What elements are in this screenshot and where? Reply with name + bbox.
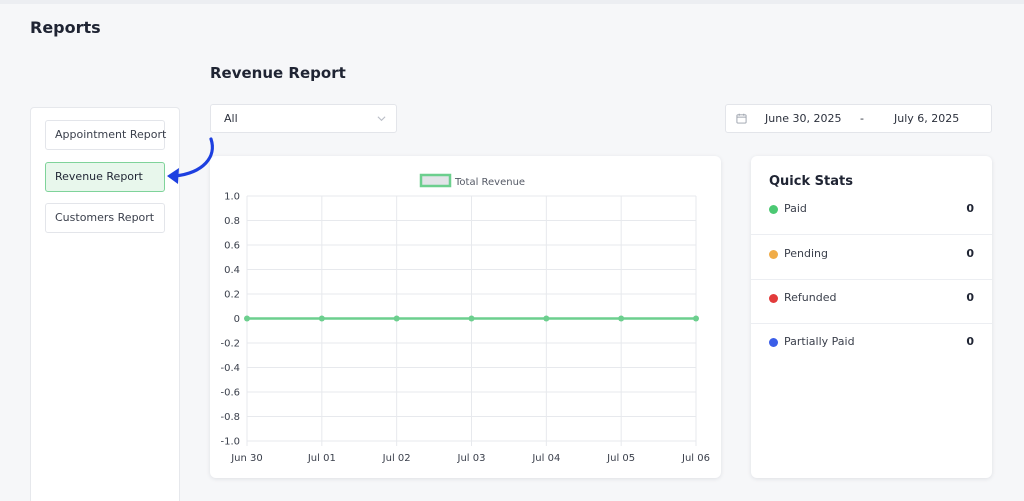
y-tick-label: -0.4: [220, 363, 240, 374]
sidebar-item-label: Revenue Report: [55, 170, 143, 183]
data-point: [318, 315, 325, 322]
quick-stats-card: Quick Stats Paid 0 Pending 0 Refunded 0 …: [751, 156, 992, 478]
legend-label: Total Revenue: [454, 177, 525, 188]
status-select[interactable]: All: [210, 104, 397, 133]
stat-value: 0: [966, 335, 974, 348]
data-point: [543, 315, 550, 322]
stat-row-refunded: Refunded 0: [751, 280, 992, 324]
pending-dot-icon: [769, 250, 778, 259]
sidebar-item-label: Appointment Report: [55, 128, 167, 141]
y-tick-label: 0.4: [224, 265, 240, 276]
y-tick-label: 0.2: [224, 290, 240, 301]
x-tick-label: Jun 30: [230, 453, 263, 464]
sidebar-item-revenue-report[interactable]: Revenue Report: [45, 162, 165, 192]
data-point: [693, 315, 699, 322]
sidebar-item-label: Customers Report: [55, 211, 155, 224]
stat-label: Pending: [784, 247, 828, 260]
quick-stats-title: Quick Stats: [769, 174, 853, 189]
y-tick-label: 0: [234, 314, 240, 325]
y-tick-label: 0.6: [224, 241, 240, 252]
sidebar-item-appointment-report[interactable]: Appointment Report: [45, 120, 167, 150]
stat-value: 0: [966, 291, 974, 304]
partially-paid-dot-icon: [769, 338, 778, 347]
revenue-chart-card: 1.0 0.8 0.6 0.4 0.2 0 -0.2 -0.4 -0.6 -0.8 -1.0 Jun …: [210, 156, 721, 478]
data-point: [618, 315, 625, 322]
x-tick-label: Jul 05: [606, 453, 635, 464]
date-range-picker[interactable]: June 30, 2025 - July 6, 2025: [725, 104, 992, 133]
stat-row-pending: Pending 0: [751, 236, 992, 280]
x-tick-label: Jul 02: [382, 453, 411, 464]
y-tick-label: 0.8: [224, 216, 240, 227]
y-tick-label: 1.0: [224, 192, 240, 203]
stat-row-partially-paid: Partially Paid 0: [751, 324, 992, 368]
paid-dot-icon: [769, 205, 778, 214]
legend-swatch: [419, 173, 452, 188]
pointer-arrow-icon: [167, 137, 214, 184]
x-tick-label: Jul 01: [307, 453, 336, 464]
end-date[interactable]: July 6, 2025: [894, 112, 960, 125]
y-tick-label: -0.8: [220, 412, 240, 423]
date-separator: -: [860, 112, 864, 125]
stat-label: Refunded: [784, 291, 837, 304]
revenue-line-chart: 1.0 0.8 0.6 0.4 0.2 0 -0.2 -0.4 -0.6 -0.8 -1.0 Jun …: [220, 173, 710, 464]
report-sidebar: Appointment Report Revenue Report Custom…: [30, 107, 180, 501]
y-tick-label: -0.2: [220, 339, 240, 350]
refunded-dot-icon: [769, 294, 778, 303]
section-title: Revenue Report: [210, 64, 346, 82]
stat-value: 0: [966, 247, 974, 260]
page-title: Reports: [30, 18, 101, 37]
x-tick-label: Jul 04: [531, 453, 560, 464]
sidebar-item-customers-report[interactable]: Customers Report: [45, 203, 165, 233]
stat-label: Partially Paid: [784, 335, 855, 348]
x-tick-label: Jul 06: [681, 453, 710, 464]
data-point: [393, 315, 400, 322]
stat-label: Paid: [784, 202, 807, 215]
start-date[interactable]: June 30, 2025: [765, 112, 842, 125]
calendar-icon: [736, 113, 747, 124]
y-tick-label: -0.6: [220, 388, 240, 399]
stat-value: 0: [966, 202, 974, 215]
top-border: [0, 0, 1024, 4]
x-tick-label: Jul 03: [457, 453, 486, 464]
chevron-down-icon: [377, 116, 386, 122]
y-tick-label: -1.0: [220, 437, 240, 448]
data-point: [244, 315, 250, 322]
data-point: [468, 315, 475, 322]
stat-row-paid: Paid 0: [751, 191, 992, 235]
status-select-value: All: [224, 112, 238, 125]
